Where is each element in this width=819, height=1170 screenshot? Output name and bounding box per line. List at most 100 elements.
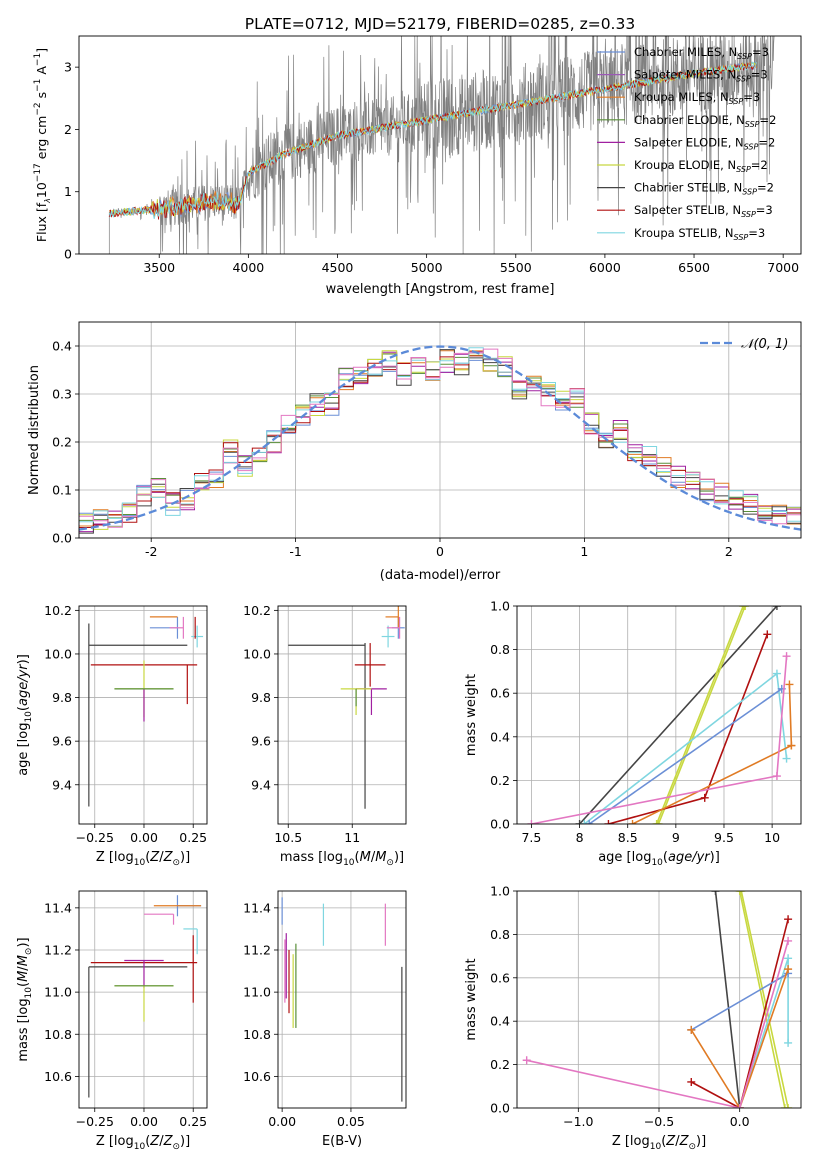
axes-frame xyxy=(78,890,208,1109)
y-axis-label-part: age/yr xyxy=(16,663,31,706)
weight-line xyxy=(526,940,789,1108)
weight-marker xyxy=(604,820,613,824)
y-axis-label-part: ( xyxy=(16,706,31,711)
legend-label-part: Salpeter ELODIE, N xyxy=(634,135,744,149)
weight-marker xyxy=(782,754,791,763)
plot-area xyxy=(278,891,406,1108)
x-tick-label: 7.5 xyxy=(521,830,541,845)
x-tick-label: −0.5 xyxy=(644,1114,674,1129)
legend-label-part: SSP xyxy=(734,233,749,242)
legend-label-part: Chabrier ELODIE, N xyxy=(634,113,745,127)
x-tick-label: 0.0 xyxy=(730,1114,750,1129)
weight-line xyxy=(583,672,788,824)
chart-title: PLATE=0712, MJD=52179, FIBERID=0285, z=0… xyxy=(245,15,635,33)
x-tick-label: 4500 xyxy=(322,260,354,275)
y-axis-label-part: mass weight xyxy=(464,674,479,756)
legend-label-part: Chabrier STELIB, N xyxy=(634,181,742,195)
weight-marker xyxy=(735,891,744,895)
legend-label-part: =2 xyxy=(751,158,768,172)
legend-label: Salpeter MILES, NSSP=3 xyxy=(634,68,768,84)
weight-marker xyxy=(782,652,791,661)
y-tick-label: 9.6 xyxy=(52,734,72,749)
weight-marker xyxy=(737,891,746,895)
x-axis-label-part: Z xyxy=(163,850,174,865)
y-tick-label: 0.2 xyxy=(490,773,510,788)
legend-label-part: =3 xyxy=(751,68,768,82)
x-tick-label: −0.25 xyxy=(76,1114,114,1129)
axes-mass-vs-EBV: 0.00 0.05 10.6 10.8 11.0 11.2 11.4 E(B-V) xyxy=(243,890,407,1149)
x-tick-label: 10.5 xyxy=(274,830,302,845)
weight-marker xyxy=(687,1025,696,1034)
x-tick-label: 2 xyxy=(725,544,733,559)
legend-label-part: =3 xyxy=(743,90,760,104)
legend-label-part: SSP xyxy=(742,188,757,197)
observed-spectrum-line xyxy=(108,36,775,254)
x-axis-label-part: M xyxy=(360,850,371,865)
weight-marker xyxy=(763,630,772,639)
y-tick-label: 0.6 xyxy=(490,970,510,985)
x-tick-label: 8.5 xyxy=(618,830,638,845)
y-tick-label: 1.0 xyxy=(490,884,510,899)
histogram-step xyxy=(79,347,801,538)
weight-marker xyxy=(772,669,781,678)
x-axis-label-part: age/yr xyxy=(668,850,711,865)
plot-area xyxy=(517,606,801,824)
y-axis-label: age [log10(age/yr)] xyxy=(16,654,34,776)
plot-area xyxy=(79,891,207,1108)
x-axis-label-part: Z xyxy=(679,1134,690,1149)
x-axis-label-part: / xyxy=(675,1134,680,1149)
weight-marker xyxy=(785,680,794,689)
y-tick-label: 0.8 xyxy=(490,927,510,942)
y-tick-label: 0.4 xyxy=(490,729,510,744)
model-spectrum-line xyxy=(108,61,757,220)
x-tick-label: 1 xyxy=(580,544,588,559)
x-axis-label-part: 10 xyxy=(134,858,146,868)
y-tick-label: 11.0 xyxy=(44,985,72,1000)
weight-marker xyxy=(654,820,663,824)
y-axis-label-part: )] xyxy=(16,654,31,664)
weight-marker xyxy=(772,772,781,781)
weight-marker xyxy=(784,936,793,945)
x-axis-label-part: Z xyxy=(149,850,160,865)
x-tick-label: 0.25 xyxy=(179,830,207,845)
y-tick-label: 0.3 xyxy=(52,387,72,402)
plot-area xyxy=(79,606,207,824)
legend-label-part: SSP xyxy=(741,210,756,219)
plot-area xyxy=(79,322,801,538)
x-axis-label-part: 10 xyxy=(134,1142,146,1152)
axes-spectrum: 3500 4000 4500 5000 5500 6000 6500 7000 0 1 2 3 wave… xyxy=(33,35,802,297)
legend-label-part: Kroupa MILES, N xyxy=(634,90,729,104)
x-tick-label: 5000 xyxy=(411,260,443,275)
legend-label: Chabrier ELODIE, NSSP=2 xyxy=(634,113,776,129)
axes-frame xyxy=(277,890,407,1109)
y-axis-label-part: / xyxy=(16,966,31,971)
legend-label-part: =2 xyxy=(757,181,774,195)
weight-line xyxy=(655,606,744,824)
y-tick-label: 3 xyxy=(64,60,72,75)
y-axis-label-part: λ xyxy=(43,198,52,204)
x-axis-label-part: ( xyxy=(145,1134,150,1149)
y-axis-label-part: ( xyxy=(16,982,31,987)
legend-label-part: SSP xyxy=(744,142,759,151)
y-tick-label: 10.2 xyxy=(243,603,271,618)
legend-label: Salpeter STELIB, NSSP=3 xyxy=(634,203,773,219)
x-axis-label-part: )] xyxy=(394,850,404,865)
weight-line xyxy=(531,656,788,824)
x-axis-label-part: ( xyxy=(661,1134,666,1149)
legend-label-part: SSP xyxy=(745,120,760,129)
weight-line xyxy=(690,968,789,1108)
axes-frame xyxy=(277,605,407,825)
legend-label-part: =3 xyxy=(756,203,773,217)
legend-label: Chabrier STELIB, NSSP=2 xyxy=(634,181,774,197)
y-axis-label: mass [log10(M/M⊙)] xyxy=(16,937,34,1061)
x-axis-label-part: ⊙ xyxy=(386,858,394,868)
y-tick-label: 10.8 xyxy=(243,1027,271,1042)
y-tick-label: 9.8 xyxy=(251,690,271,705)
weight-marker xyxy=(711,891,720,895)
x-axis-label-part: )] xyxy=(180,1134,190,1149)
legend-label-part: =2 xyxy=(758,135,775,149)
weight-line xyxy=(657,606,746,824)
legend-label: 𝒩(0, 1) xyxy=(741,337,788,352)
